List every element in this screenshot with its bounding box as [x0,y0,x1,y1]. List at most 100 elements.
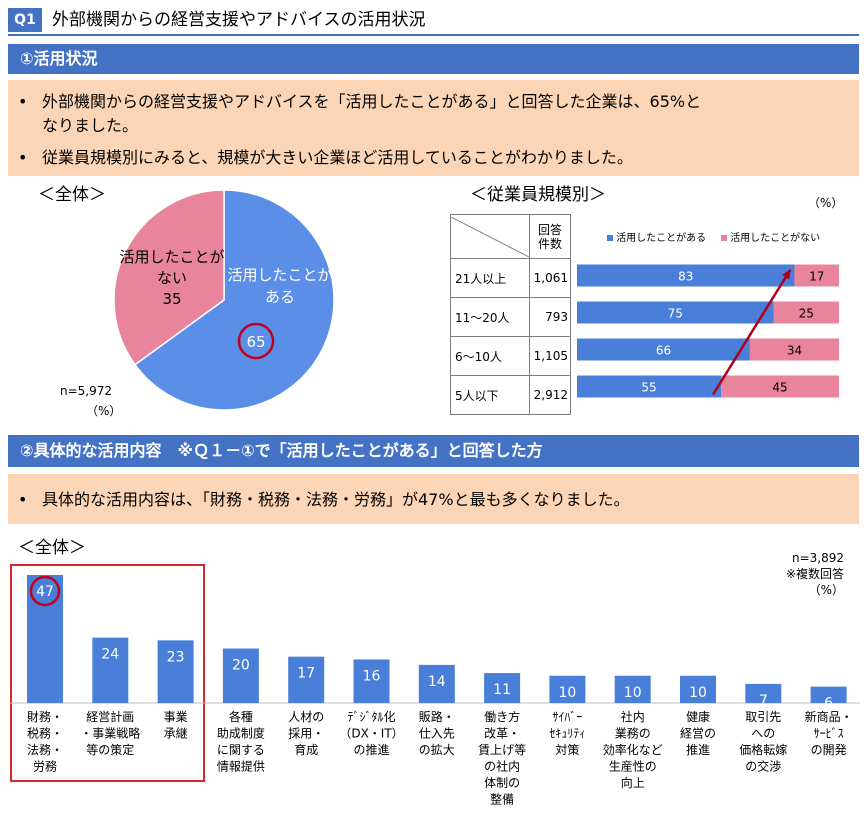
usage-category-label: 各種 [229,709,253,724]
usage-category-label: 賃上げ等 [478,742,526,757]
bar-value-label: 17 [809,269,824,283]
usage-category-label: ・事業戦略 [80,726,140,741]
usage-bar-value: 10 [558,685,576,701]
top3-highlight-box [10,564,205,782]
usage-bar-value: 47 [36,584,54,600]
pie-value-used: 65 [246,333,265,351]
size-unit: （%） [808,196,844,210]
stacked-bar-area: 活用したことがある 活用したことがない 83 17 75 25 66 34 55 45 [571,215,844,415]
usage-category-label: （DX・IT） [339,727,403,741]
usage-category-label: 社内 [621,709,645,724]
highlight-circle [29,575,61,607]
pie-value-unused: 35 [162,290,181,308]
bar-unused [794,264,839,286]
highlight-circle [237,322,275,360]
usage-bar [353,659,390,703]
section2-unit: （%） [808,583,844,597]
usage-category-label: 経営の [680,727,716,741]
usage-category-label: ｻｲﾊﾞｰ [552,710,582,724]
usage-bar-value: 14 [428,674,446,690]
usage-category-label: 対策 [555,743,579,757]
usage-category-label: 健康 [686,709,710,724]
usage-category-label: 事業 [164,710,188,724]
question-badge: Q1 [8,8,42,32]
usage-bar [92,637,129,703]
legend-used: 活用したことがある [607,229,706,244]
usage-category-label: 業務の [615,727,651,741]
usage-bar-value: 11 [493,682,511,698]
bar-value-label: 34 [787,343,802,357]
usage-category-label: 新商品・ [805,709,853,724]
usage-bar [157,640,194,703]
legend-unused-label: 活用したことがない [730,232,821,244]
bar-used [577,375,722,397]
pie-label-used: 活用したことが [227,266,332,284]
usage-category-label: の交渉 [745,759,781,774]
bar-value-label: 45 [772,380,787,394]
usage-bar [680,675,716,703]
usage-category-label: 仕入先 [419,727,455,741]
title-underline [8,34,859,36]
usage-category-label: 労務 [33,760,57,774]
usage-bar [484,673,521,703]
usage-bar-value: 20 [232,658,250,674]
bar-unused [721,375,839,397]
usage-category-label: 推進 [686,743,710,757]
trend-arrow-line [712,268,792,395]
pie-slice [133,189,335,411]
bar-value-label: 83 [678,269,693,283]
section2-notes: • 具体的な活用内容は、「財務・税務・法務・労務」が47%と最も多くなりました。 [8,474,859,524]
usage-category-label: 等の策定 [86,742,134,757]
pie-unit: （%） [86,404,122,418]
stacked-bars: 83 17 75 25 66 34 55 45 [577,264,839,397]
usage-category-label: ﾃﾞｼﾞﾀﾙ化 [347,710,395,724]
section2-title-bar: ②具体的な活用内容 ※Ｑ１－①で「活用したことがある」と回答した方 [8,435,859,467]
size-row-count: 2,912 [529,375,571,415]
usage-category-label: 働き方 [484,709,520,724]
usage-category-label: 改革・ [484,727,520,741]
section1-bullet-1a: 外部機関からの経営支援やアドバイスを「活用したことがある」と回答した企業は、65… [42,92,702,111]
usage-bar [418,664,455,703]
size-row-label: 5人以下 [450,375,530,415]
usage-category-label: 価格転嫁 [739,742,787,757]
size-row-label: 11～20人 [450,297,530,338]
size-table: 回答 件数 活用したことがある 活用したことがない 83 17 75 25 66 34 55… [450,213,844,415]
bullet-dot: • [18,92,28,111]
size-row-count: 1,105 [529,336,571,377]
legend-used-label: 活用したことがある [616,232,707,244]
usage-category-label: 助成制度 [217,726,265,741]
usage-category-label: の拡大 [419,743,455,757]
usage-bar-value: 6 [824,696,833,712]
bar-used [577,301,774,323]
usage-bar-value: 24 [101,647,119,663]
usage-category-label: 体制の [484,776,520,790]
usage-category-label: 財務・ [27,709,63,724]
usage-category-label: への [751,727,775,741]
section2-n: n=3,892 [791,551,844,565]
bar-value-label: 75 [668,306,683,320]
section2-multi: ※複数回答 [785,567,844,581]
size-label: ＜従業員規模別＞ [470,185,606,205]
pie-slice [113,189,225,366]
usage-category-label: に関する [217,743,265,757]
usage-category-label: の開発 [811,743,847,757]
count-header-line1: 回答 [537,222,562,237]
usage-category-label: ｾｷｭﾘﾃｨ [549,727,585,741]
bar-value-label: 25 [799,306,814,320]
size-row-count: 793 [529,297,571,338]
usage-bar [810,686,847,703]
usage-category-label: 承継 [164,726,188,741]
usage-bar-value: 10 [689,685,707,701]
usage-bar-value: 17 [297,666,315,682]
pie-n: n=5,972 [60,384,113,398]
usage-category-label: 販路・ [419,709,455,724]
section1-notes: • 外部機関からの経営支援やアドバイスを「活用したことがある」と回答した企業は、… [8,80,859,176]
usage-category-label: 育成 [294,742,318,757]
usage-bar [745,683,782,703]
trend-arrow-head [782,269,791,279]
usage-category-label: 税務・ [27,727,63,741]
usage-category-label: 採用・ [288,727,324,741]
usage-category-label: 取引先 [745,710,781,724]
